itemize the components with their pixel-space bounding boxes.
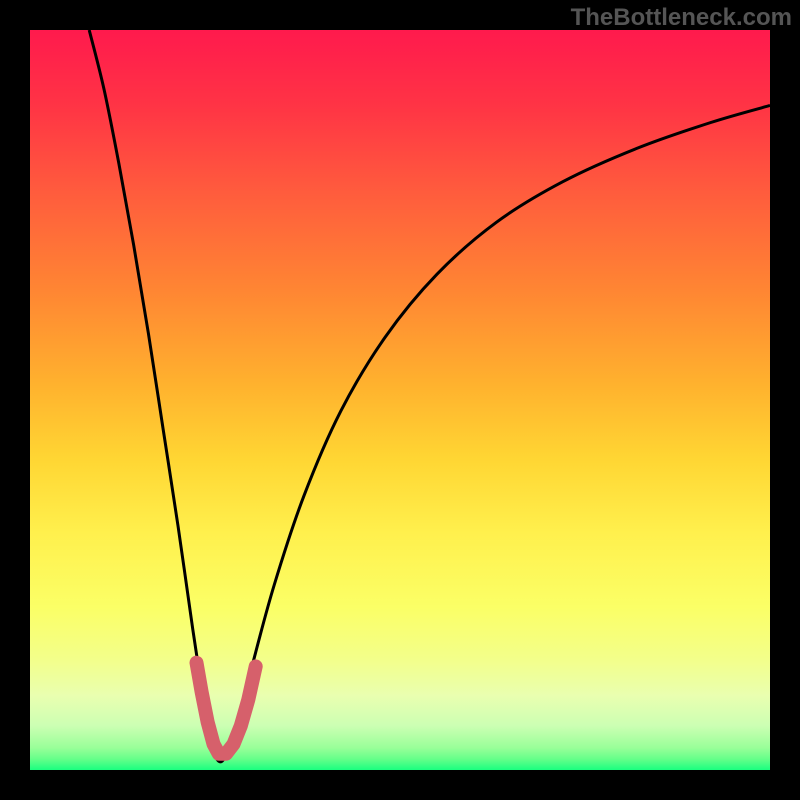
watermark-text: TheBottleneck.com (571, 4, 792, 32)
bottleneck-chart (0, 0, 800, 800)
